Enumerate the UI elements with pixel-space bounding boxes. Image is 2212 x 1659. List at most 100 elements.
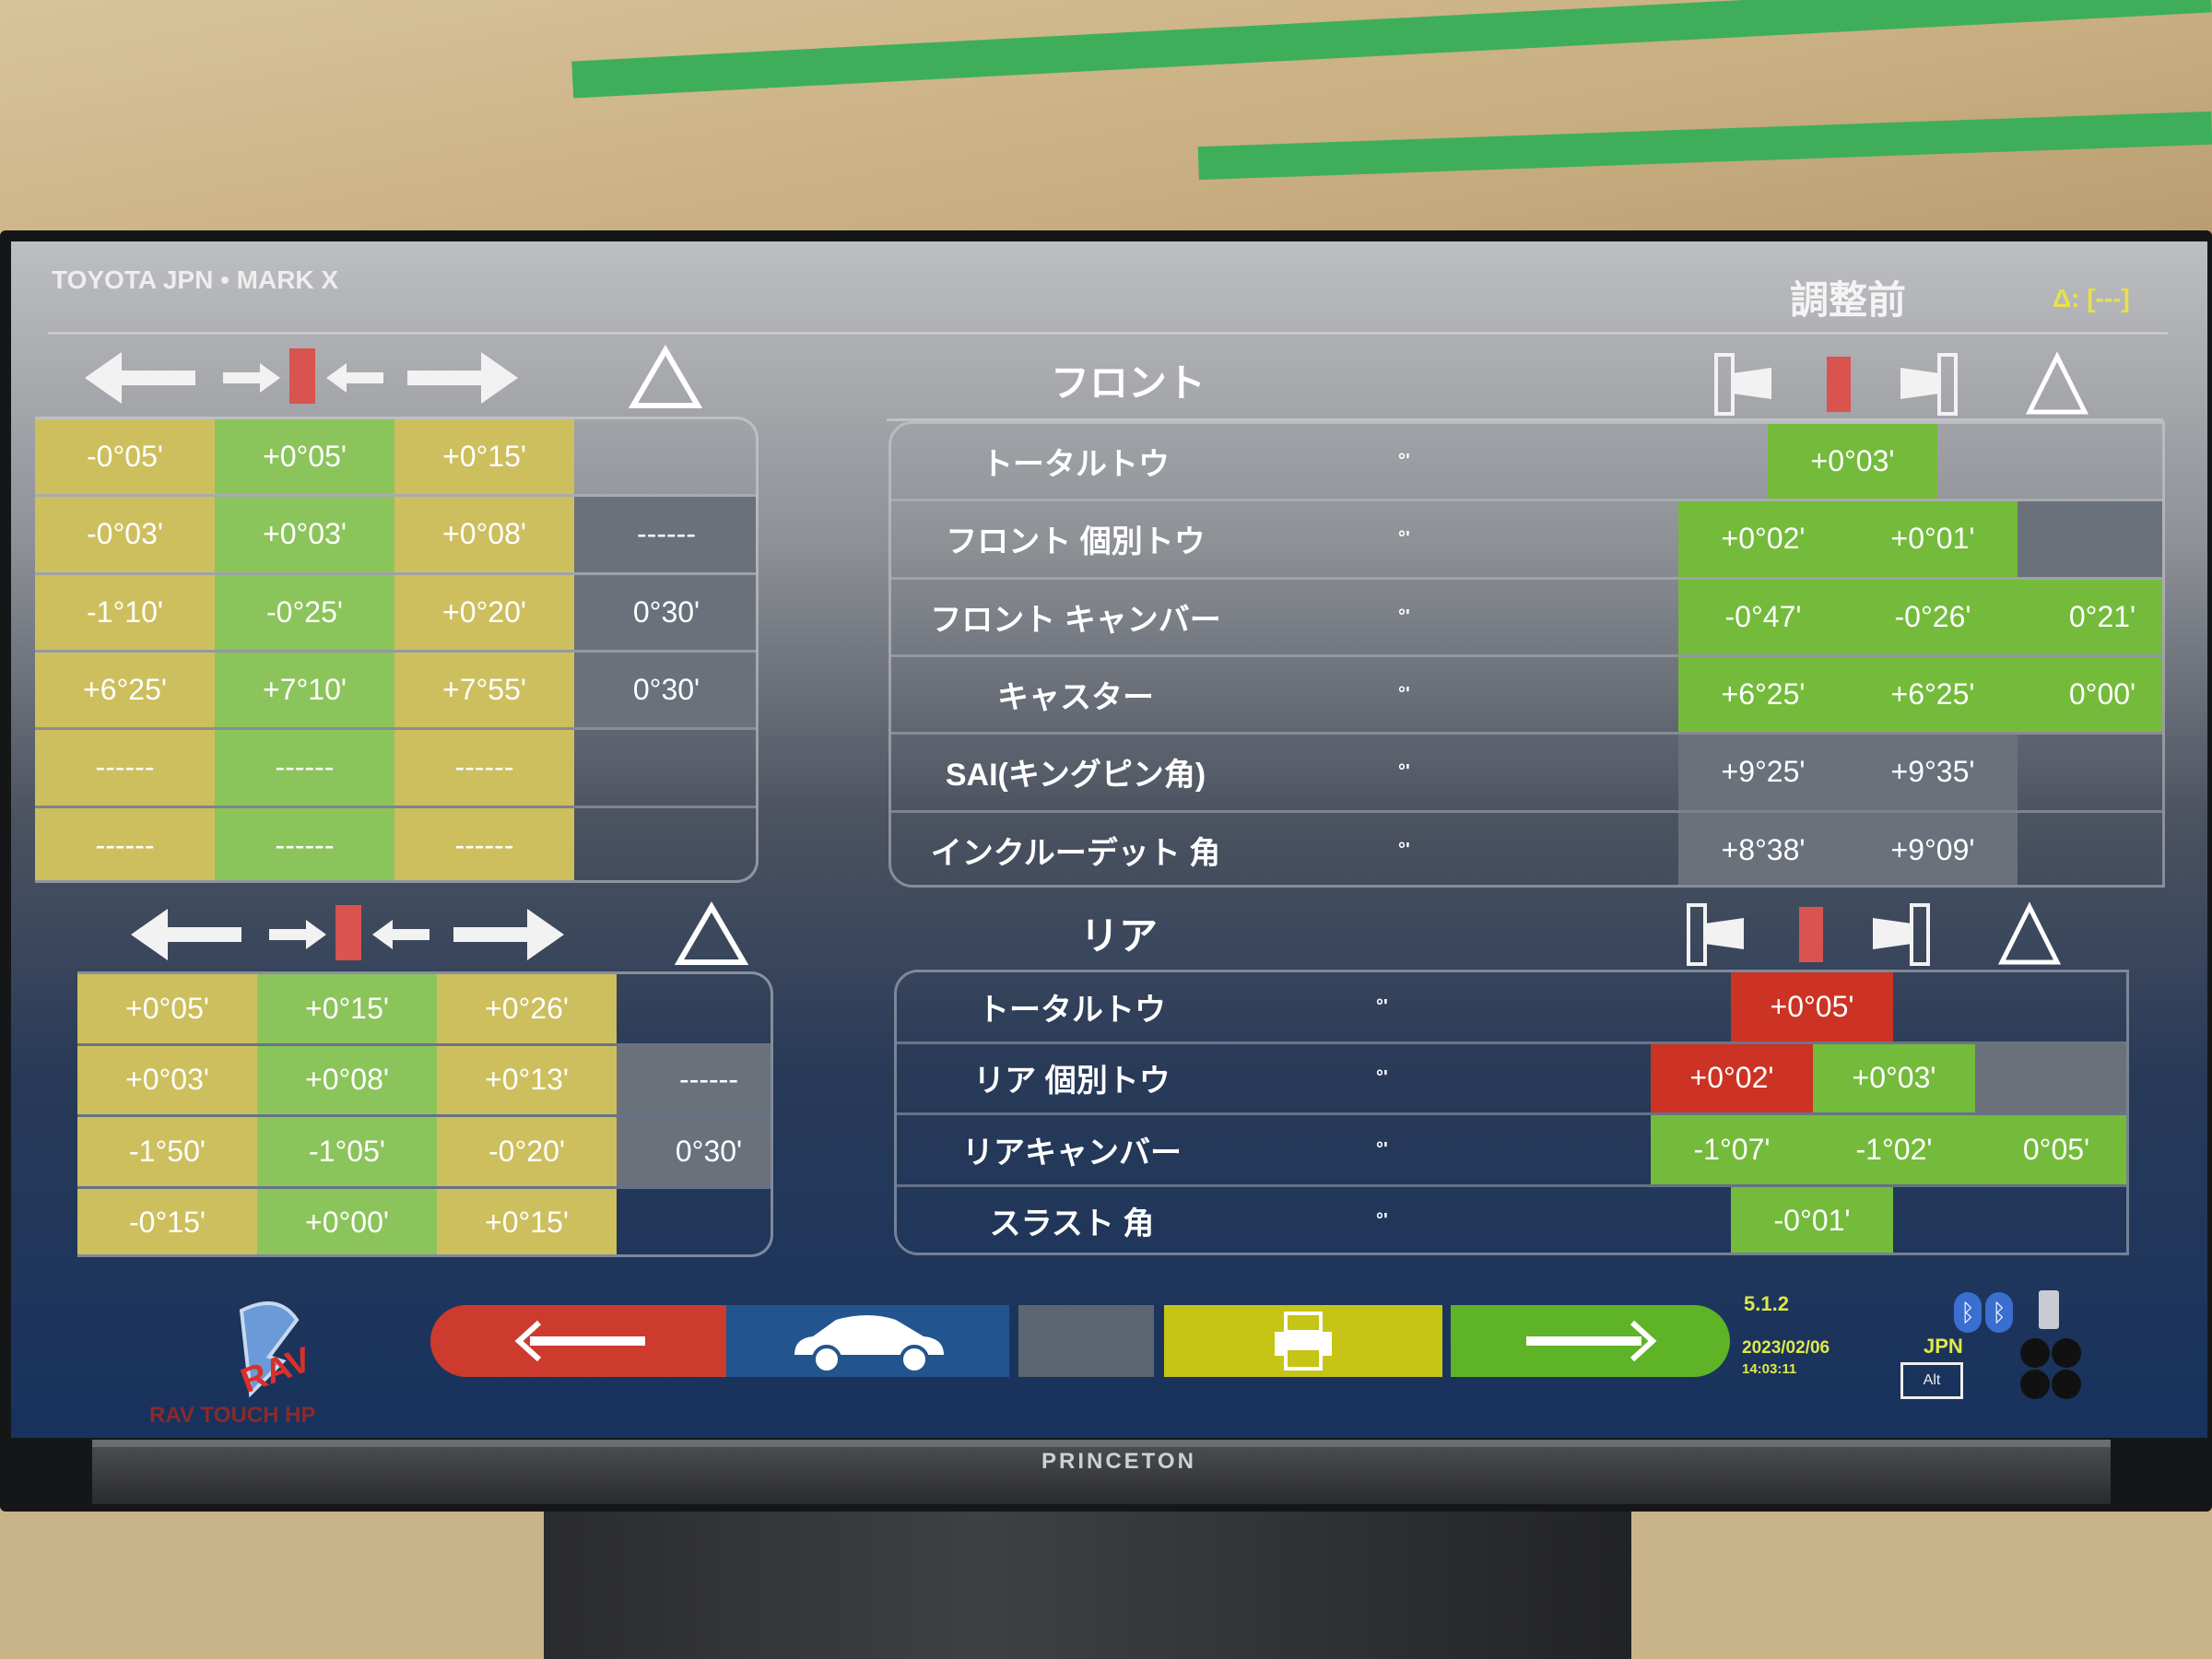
spec-cell <box>574 419 756 494</box>
vehicle-button[interactable] <box>726 1305 1009 1377</box>
measurement-value: 0°21' <box>2018 579 2162 654</box>
blank-button[interactable] <box>1018 1305 1154 1377</box>
keyboard-alt-button[interactable]: Alt <box>1900 1362 1963 1399</box>
toe-direction-icons <box>131 901 749 965</box>
unit-label: °' <box>1398 528 1410 549</box>
measurement-row: フロント キャンバー °' -0°47' -0°26' 0°21' <box>891 579 2162 657</box>
left-rear-spec-table: +0°05' +0°15' +0°26' +0°03' +0°08' +0°13' ----… <box>77 971 773 1257</box>
unit-label: °' <box>1398 684 1410 705</box>
unit-label: °' <box>1398 451 1410 472</box>
spec-cell: +7°55' <box>394 653 574 728</box>
spec-cell: +0°20' <box>394 574 574 650</box>
spec-cell: +0°26' <box>437 974 617 1043</box>
measurement-value: +6°25' <box>1848 657 2018 733</box>
measurement-value: -1°02' <box>1813 1115 1975 1184</box>
measurement-label: リア 個別トウ <box>973 1064 1171 1100</box>
unit-label: °' <box>1398 606 1410 627</box>
spec-cell: +0°15' <box>257 974 437 1043</box>
language-label: JPN <box>1924 1335 1963 1358</box>
measurement-value: -0°26' <box>1848 579 2018 654</box>
car-icon <box>794 1315 944 1373</box>
spec-row: -0°03' +0°03' +0°08' ------ <box>35 497 756 575</box>
spec-row: +0°05' +0°15' +0°26' <box>77 974 771 1046</box>
measurement-value: +0°03' <box>1813 1043 1975 1112</box>
bluetooth-icon: ᛒ <box>1954 1292 1982 1333</box>
spec-row: ------ ------ ------ <box>35 807 756 880</box>
spec-cell: -0°05' <box>35 419 215 495</box>
measurement-value <box>1975 1043 2126 1112</box>
battery-icon <box>2039 1290 2059 1329</box>
measurement-value: +6°25' <box>1678 657 1848 733</box>
spec-cell: -0°25' <box>215 574 394 650</box>
spec-cell: ------ <box>215 730 394 806</box>
wheel-icons <box>1714 351 2089 416</box>
measurement-row: リアキャンバー °' -1°07' -1°02' 0°05' <box>897 1115 2126 1187</box>
divider <box>887 418 2163 421</box>
measurement-value: +9°35' <box>1848 735 2018 810</box>
date-label: 2023/02/06 <box>1742 1338 1830 1358</box>
measurement-value: +9°25' <box>1678 735 1848 810</box>
measurement-label: SAI(キングピン角) <box>945 758 1206 794</box>
spec-row: ------ ------ ------ <box>35 730 756 808</box>
spec-cell: +7°10' <box>215 653 394 728</box>
measurement-value: 0°00' <box>2018 657 2162 733</box>
monitor-stand <box>544 1504 1631 1659</box>
spec-cell: 0°30' <box>574 653 756 728</box>
unit-label: °' <box>1398 839 1410 860</box>
measurement-row: スラスト 角 °' -0°01' <box>897 1186 2126 1253</box>
measurement-row: リア 個別トウ °' +0°02' +0°03' <box>897 1043 2126 1115</box>
unit-label: °' <box>1376 995 1388 1017</box>
measurement-label: インクルーデット 角 <box>930 835 1221 871</box>
measurement-label: フロント 個別トウ <box>946 524 1206 560</box>
spec-cell: -1°10' <box>35 574 215 650</box>
print-button[interactable] <box>1164 1305 1442 1377</box>
monitor-brand: PRINCETON <box>1041 1449 1196 1474</box>
spec-cell <box>574 808 756 880</box>
spec-cell: ------ <box>574 497 756 572</box>
spec-cell: +0°13' <box>437 1045 617 1114</box>
spec-cell <box>617 974 771 1043</box>
spec-cell: -1°50' <box>77 1117 257 1186</box>
sensor-status-icon <box>2020 1338 2081 1399</box>
next-button[interactable] <box>1451 1305 1730 1377</box>
spec-cell: +0°03' <box>215 497 394 572</box>
unit-label: °' <box>1398 761 1410 782</box>
delta-indicator: Δ: [---] <box>2053 284 2130 312</box>
spec-cell: +0°08' <box>394 497 574 572</box>
front-section-title: フロント <box>1051 361 1206 405</box>
measurement-value <box>2018 813 2162 885</box>
rear-section-title: リア <box>1080 914 1159 958</box>
arrow-left-icon <box>514 1320 645 1362</box>
measurement-value: +0°03' <box>1768 424 1937 500</box>
measurement-row: インクルーデット 角 °' +8°38' +9°09' <box>891 812 2162 885</box>
spec-row: -0°15' +0°00' +0°15' <box>77 1188 771 1254</box>
measurement-value: +0°02' <box>1651 1043 1813 1112</box>
spec-cell: ------ <box>35 807 215 880</box>
unit-label: °' <box>1376 1210 1388 1231</box>
rear-measurement-table: トータルトウ °' +0°05' リア 個別トウ °' +0°02' +0°03' リアキャン… <box>894 970 2129 1255</box>
spec-cell: ------ <box>394 807 574 880</box>
unit-label: °' <box>1376 1138 1388 1159</box>
bluetooth-icon: ᛒ <box>1985 1292 2013 1333</box>
spec-cell: +0°15' <box>437 1188 617 1254</box>
measurement-label: トータルトウ <box>978 992 1166 1028</box>
spec-row: +0°03' +0°08' +0°13' ------ <box>77 1045 771 1117</box>
spec-row: -1°10' -0°25' +0°20' 0°30' <box>35 574 756 653</box>
measurement-value: +0°01' <box>1848 501 2018 577</box>
rav-logo: RAV <box>214 1292 334 1412</box>
spec-cell: +0°00' <box>257 1188 437 1254</box>
measurement-label: トータルトウ <box>982 447 1170 483</box>
spec-row: -1°50' -1°05' -0°20' 0°30' <box>77 1117 771 1189</box>
alignment-screen: TOYOTA JPN • MARK X 調整前 Δ: [---] -0°05' +… <box>11 241 2207 1438</box>
measurement-label: リアキャンバー <box>962 1135 1182 1171</box>
rav-brand-text: RAV TOUCH HP <box>149 1403 316 1428</box>
spec-cell: +0°08' <box>257 1045 437 1114</box>
measurement-value: 0°05' <box>1975 1115 2126 1184</box>
unit-label: °' <box>1376 1067 1388 1088</box>
back-button[interactable] <box>430 1305 731 1377</box>
measurement-state: 調整前 <box>1790 278 1907 322</box>
measurement-value: -1°07' <box>1651 1115 1813 1184</box>
monitor-chin <box>92 1440 2111 1504</box>
left-front-spec-table: -0°05' +0°05' +0°15' -0°03' +0°03' +0°08' ----… <box>35 417 759 883</box>
measurement-value: +8°38' <box>1678 812 1848 885</box>
